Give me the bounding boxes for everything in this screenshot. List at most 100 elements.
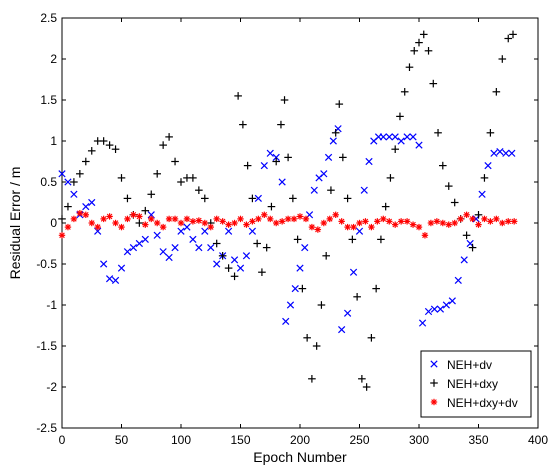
data-point [118, 223, 125, 231]
y-tick-label: 2 [50, 52, 57, 66]
data-point [82, 202, 90, 211]
data-point [123, 194, 132, 203]
data-point [111, 145, 120, 153]
data-point [410, 47, 419, 55]
data-point [273, 219, 280, 227]
data-point [189, 218, 197, 225]
data-point [88, 219, 95, 227]
data-point [326, 215, 333, 223]
data-point [380, 215, 387, 223]
data-point [243, 161, 252, 170]
data-point [277, 120, 285, 129]
data-point [76, 209, 84, 217]
legend-label-0: NEH+dv [447, 358, 492, 372]
data-point [448, 297, 456, 305]
data-point [153, 170, 161, 178]
data-point [177, 227, 185, 235]
data-point [419, 30, 428, 39]
data-point [64, 202, 72, 211]
data-point [195, 186, 203, 194]
data-point [195, 243, 203, 252]
data-point [189, 235, 197, 244]
data-point [105, 275, 114, 283]
data-point [385, 133, 393, 141]
data-point [76, 170, 84, 178]
data-point [231, 219, 238, 227]
data-point [343, 309, 352, 317]
x-tick-label: 350 [468, 433, 488, 447]
data-point [484, 161, 492, 170]
data-point [177, 178, 185, 186]
data-point [502, 149, 510, 157]
y-tick-label: -1 [46, 298, 57, 312]
data-point [124, 215, 131, 223]
data-point [377, 235, 385, 244]
data-point [272, 153, 280, 162]
data-point [135, 239, 143, 248]
data-point [278, 178, 286, 186]
data-point [248, 227, 257, 235]
data-point [230, 272, 239, 281]
legend-marker [430, 398, 438, 406]
data-point [234, 92, 242, 100]
data-point [348, 235, 357, 244]
data-point [418, 319, 427, 327]
data-point [142, 221, 149, 228]
data-point [82, 157, 90, 166]
data-point [262, 243, 271, 252]
data-point [480, 174, 489, 182]
data-point [111, 276, 120, 285]
data-point [100, 260, 108, 268]
data-point [439, 161, 447, 170]
data-point [153, 231, 161, 239]
data-point [481, 215, 488, 223]
data-point [350, 223, 357, 231]
legend-marker [430, 379, 438, 387]
legend-item-neh-dv: NEH+dv [430, 358, 492, 372]
data-point [148, 215, 155, 223]
data-point [365, 157, 373, 166]
data-point [177, 219, 185, 227]
y-tick-label: -0.5 [36, 257, 57, 271]
data-point [386, 174, 395, 182]
series-layer [58, 30, 518, 391]
data-point [505, 218, 512, 225]
data-point [429, 79, 438, 88]
legend-marker-x-icon [430, 360, 438, 368]
data-point [82, 211, 89, 218]
data-point [286, 301, 295, 309]
data-point [434, 129, 442, 137]
data-point [463, 211, 470, 218]
data-point [312, 342, 321, 350]
data-point [424, 307, 433, 316]
data-point [499, 219, 506, 227]
data-point [331, 129, 340, 137]
data-point [397, 137, 405, 145]
data-point [308, 223, 316, 231]
data-point [343, 194, 352, 203]
legend-label-2: NEH+dxy+dv [447, 396, 518, 410]
data-point [415, 223, 423, 231]
data-point [230, 256, 239, 264]
data-point [255, 215, 262, 223]
data-point [58, 232, 66, 239]
series-neh-dxy [58, 30, 517, 391]
data-point [298, 284, 307, 293]
data-point [332, 211, 339, 218]
x-tick-label: 250 [349, 433, 369, 447]
data-point [100, 215, 107, 223]
data-point [70, 190, 78, 198]
data-point [381, 202, 390, 211]
data-point [386, 218, 393, 225]
legend-marker-star-icon [430, 398, 438, 406]
y-tick-label: 0 [50, 216, 57, 230]
data-point [360, 186, 368, 194]
x-tick-label: 200 [290, 433, 310, 447]
data-point [258, 268, 266, 276]
x-axis-label: Epoch Number [253, 449, 347, 465]
data-point [339, 153, 347, 162]
y-tick-label: 1 [50, 134, 57, 148]
data-point [509, 30, 517, 39]
data-point [207, 243, 215, 252]
data-point [396, 112, 404, 121]
